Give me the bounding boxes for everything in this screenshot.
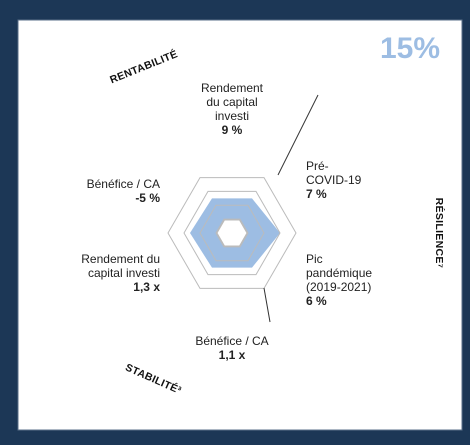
metric-label: Bénéfice / CA [195, 334, 268, 348]
metric-value: -5 % [135, 191, 160, 205]
radar-ring [215, 218, 249, 248]
metric-label: du capital [206, 95, 257, 109]
divider [263, 287, 271, 323]
metric-label: Rendement du [81, 252, 160, 266]
metric-value: 1,1 x [219, 348, 246, 362]
metric-value: 1,3 x [133, 280, 160, 294]
radar-ring [183, 190, 281, 276]
metric-value: 7 % [306, 187, 327, 201]
metric-label: Bénéfice / CA [87, 177, 160, 191]
radar-center [216, 219, 248, 247]
metric-label: pandémique [306, 266, 372, 280]
radar [167, 94, 319, 323]
metric-label: Rendement [201, 81, 264, 95]
score: 15% [380, 32, 440, 65]
metric-label: Pré- [306, 159, 329, 173]
metric-value: 6 % [306, 294, 327, 308]
metric-label: (2019-2021) [306, 280, 371, 294]
radar-ring [199, 204, 265, 262]
metric-label: Pic [306, 252, 323, 266]
metric-label: investi [215, 109, 249, 123]
metric-label: capital investi [88, 266, 160, 280]
metric-label: COVID-19 [306, 173, 362, 187]
pillar-label: RÉSILIENCE⁷ [433, 198, 446, 269]
divider [277, 94, 319, 176]
metric-value: 9 % [222, 123, 243, 137]
